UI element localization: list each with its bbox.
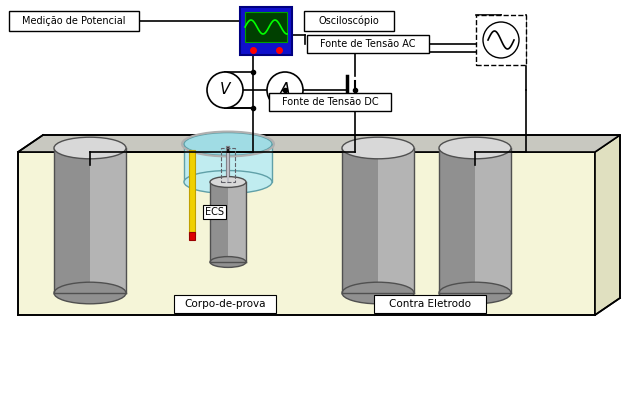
Ellipse shape <box>439 137 511 159</box>
Ellipse shape <box>210 177 246 187</box>
FancyBboxPatch shape <box>9 11 139 31</box>
Text: V: V <box>220 82 230 98</box>
Bar <box>476 15 526 65</box>
Ellipse shape <box>184 132 272 156</box>
Text: ECS: ECS <box>205 207 224 217</box>
Polygon shape <box>342 148 414 293</box>
FancyBboxPatch shape <box>307 35 429 53</box>
Circle shape <box>483 22 519 58</box>
Text: Osciloscópio: Osciloscópio <box>319 16 380 26</box>
Polygon shape <box>439 148 511 293</box>
Text: Contra Eletrodo: Contra Eletrodo <box>389 299 471 309</box>
Text: Fonte de Tensão AC: Fonte de Tensão AC <box>320 39 416 49</box>
Polygon shape <box>475 148 511 293</box>
FancyBboxPatch shape <box>374 295 486 313</box>
Ellipse shape <box>342 137 414 159</box>
Ellipse shape <box>184 170 272 194</box>
Polygon shape <box>210 182 246 262</box>
Ellipse shape <box>54 282 126 304</box>
Text: Medição de Potencial: Medição de Potencial <box>22 16 125 26</box>
Polygon shape <box>228 182 246 262</box>
Ellipse shape <box>342 282 414 304</box>
Bar <box>221 148 235 182</box>
Ellipse shape <box>439 282 511 304</box>
Bar <box>240 7 292 55</box>
Ellipse shape <box>210 257 246 267</box>
Circle shape <box>207 72 243 108</box>
Text: Corpo-de-prova: Corpo-de-prova <box>184 299 266 309</box>
Bar <box>245 12 287 42</box>
Circle shape <box>267 72 303 108</box>
Polygon shape <box>595 135 620 315</box>
Polygon shape <box>90 148 126 293</box>
Polygon shape <box>18 152 595 315</box>
Polygon shape <box>54 148 126 293</box>
FancyBboxPatch shape <box>174 295 276 313</box>
Text: A: A <box>280 82 290 98</box>
Bar <box>189 232 195 240</box>
FancyBboxPatch shape <box>304 11 394 31</box>
Polygon shape <box>184 144 272 182</box>
Ellipse shape <box>54 137 126 159</box>
Polygon shape <box>18 135 620 152</box>
FancyBboxPatch shape <box>269 93 391 111</box>
Polygon shape <box>378 148 414 293</box>
Bar <box>189 150 195 235</box>
Text: Fonte de Tensão DC: Fonte de Tensão DC <box>282 97 378 107</box>
